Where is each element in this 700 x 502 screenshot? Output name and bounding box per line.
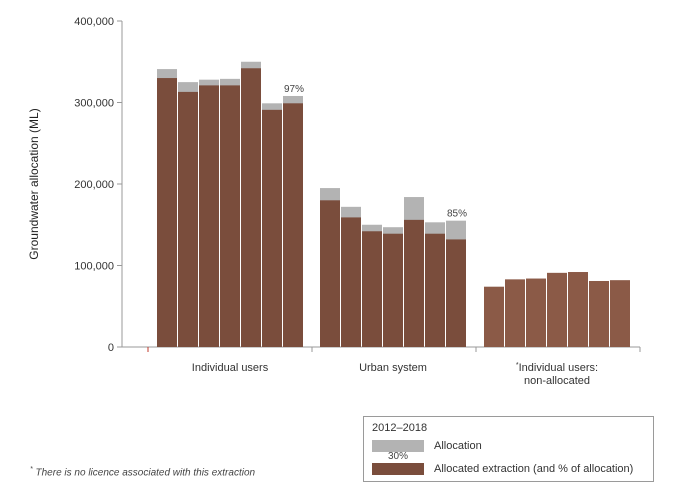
legend: 2012–2018 Allocation 30% Allocated extra… xyxy=(363,416,654,482)
bar-extraction xyxy=(262,109,282,348)
y-axis-title: Groundwater allocation (ML) xyxy=(27,108,41,259)
bar-extraction xyxy=(589,280,609,347)
category-label: Individual users xyxy=(192,362,269,374)
footnote-text: There is no licence associated with this… xyxy=(35,467,256,479)
bar-chart: 0 100,000 200,000 300,000 400,000 Groundwater… xyxy=(27,16,641,387)
bar-extraction xyxy=(610,280,630,347)
labels: 97% Individual users 85% Urban system *Indiv… xyxy=(192,84,598,387)
category-label-line: non-allocated xyxy=(524,375,590,387)
legend-swatch-extraction: 30% xyxy=(372,451,424,475)
category-label-line: Urban system xyxy=(359,362,427,374)
legend-row-extraction: 30% Allocated extraction (and % of alloc… xyxy=(372,451,634,476)
legend-row-allocation: Allocation xyxy=(372,439,482,453)
bar-extraction xyxy=(383,233,403,347)
legend-title: 2012–2018 xyxy=(372,422,428,434)
bar-pct-label: 97% xyxy=(284,84,304,95)
footnote: * There is no licence associated with th… xyxy=(30,466,256,479)
bar-extraction xyxy=(425,233,445,347)
category-label-line: Individual users: xyxy=(519,362,599,374)
category-label: *Individual users: non-allocated xyxy=(516,362,598,387)
y-tick-label: 400,000 xyxy=(74,16,114,28)
x-axis xyxy=(122,346,641,352)
bar-extraction xyxy=(505,279,525,347)
bar-pct-label: 85% xyxy=(447,209,467,220)
bar-extraction xyxy=(320,200,340,347)
bar-extraction xyxy=(341,217,361,347)
bar-extraction xyxy=(404,219,424,347)
y-tick-label: 300,000 xyxy=(74,98,114,110)
bar-extraction xyxy=(220,85,240,347)
bar-extraction xyxy=(526,278,546,347)
y-axis: 0 100,000 200,000 300,000 400,000 Groundwater… xyxy=(27,16,123,354)
bar-extraction xyxy=(568,272,588,347)
bar-extraction xyxy=(362,231,382,347)
bar-extraction xyxy=(157,78,177,348)
category-label: Urban system xyxy=(359,362,427,374)
bar-extraction xyxy=(446,239,466,347)
category-label-line: Individual users xyxy=(192,362,269,374)
y-tick-label: 200,000 xyxy=(74,179,114,191)
bar-extraction xyxy=(199,85,219,347)
legend-label-allocation: Allocation xyxy=(434,440,482,452)
legend-sample-pct: 30% xyxy=(387,451,408,462)
category-label-marker: * xyxy=(516,362,519,369)
bar-extraction xyxy=(241,68,261,348)
bar-extraction xyxy=(283,103,303,347)
bar-extraction xyxy=(178,91,198,347)
legend-label-extraction: Allocated extraction (and % of allocatio… xyxy=(434,463,634,475)
bar-extraction xyxy=(547,272,567,347)
y-tick-label: 100,000 xyxy=(74,261,114,273)
bars xyxy=(157,61,630,348)
legend-swatch-allocation xyxy=(372,440,424,452)
y-tick-label: 0 xyxy=(108,342,114,354)
bar-extraction xyxy=(484,286,504,347)
